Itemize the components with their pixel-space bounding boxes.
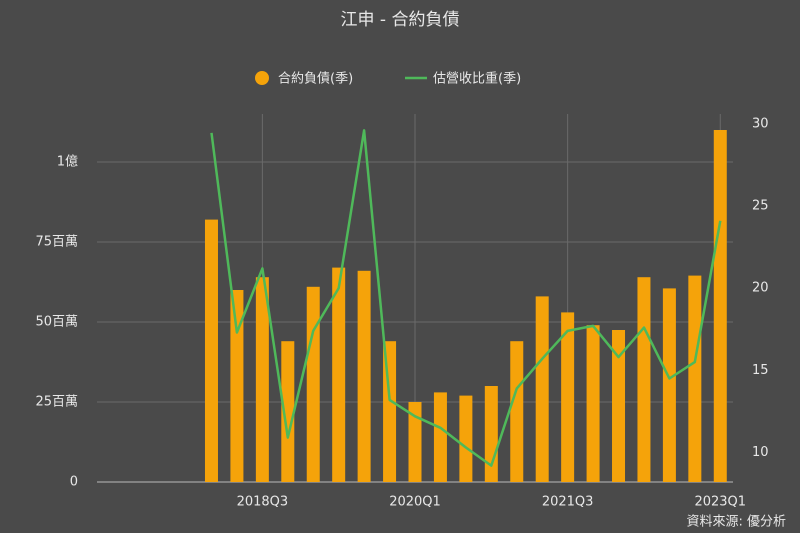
bar	[408, 402, 422, 482]
bar	[535, 296, 549, 482]
y2-tick-label: 30	[752, 116, 769, 131]
x-tick-label: 2021Q3	[542, 495, 594, 510]
x-tick-label: 2020Q1	[389, 495, 441, 510]
x-tick-label: 2023Q1	[694, 495, 746, 510]
bar	[510, 341, 524, 482]
y-tick-label: 25百萬	[35, 395, 78, 410]
bar	[306, 286, 320, 482]
y-tick-label: 50百萬	[35, 315, 78, 330]
bar	[637, 277, 651, 482]
y-tick-label: 1億	[57, 154, 78, 170]
y-tick-label: 0	[70, 475, 78, 490]
bar	[204, 219, 218, 482]
bar	[586, 325, 600, 482]
bar	[459, 395, 473, 482]
bar	[688, 275, 702, 482]
bar	[484, 386, 498, 482]
y2-tick-label: 20	[752, 281, 769, 296]
legend-label: 合約負債(季)	[278, 72, 353, 87]
bar	[357, 270, 371, 482]
y2-tick-label: 15	[752, 363, 769, 378]
bar	[281, 341, 295, 482]
bar	[713, 130, 727, 482]
y2-tick-label: 10	[752, 445, 769, 460]
bar	[612, 330, 626, 482]
bar	[662, 288, 676, 482]
line	[210, 129, 722, 467]
bar	[230, 290, 244, 482]
legend-marker	[255, 71, 269, 85]
bar	[332, 267, 346, 482]
bar	[255, 277, 269, 482]
legend-label: 估營收比重(季)	[433, 71, 521, 87]
y-tick-label: 75百萬	[35, 235, 78, 250]
y2-tick-label: 25	[752, 199, 769, 214]
bar	[561, 312, 575, 482]
source-note: 資料來源: 優分析	[686, 515, 786, 530]
chart-title: 江申 - 合約負債	[341, 10, 460, 30]
x-tick-label: 2018Q3	[237, 495, 289, 510]
bar	[433, 392, 447, 482]
